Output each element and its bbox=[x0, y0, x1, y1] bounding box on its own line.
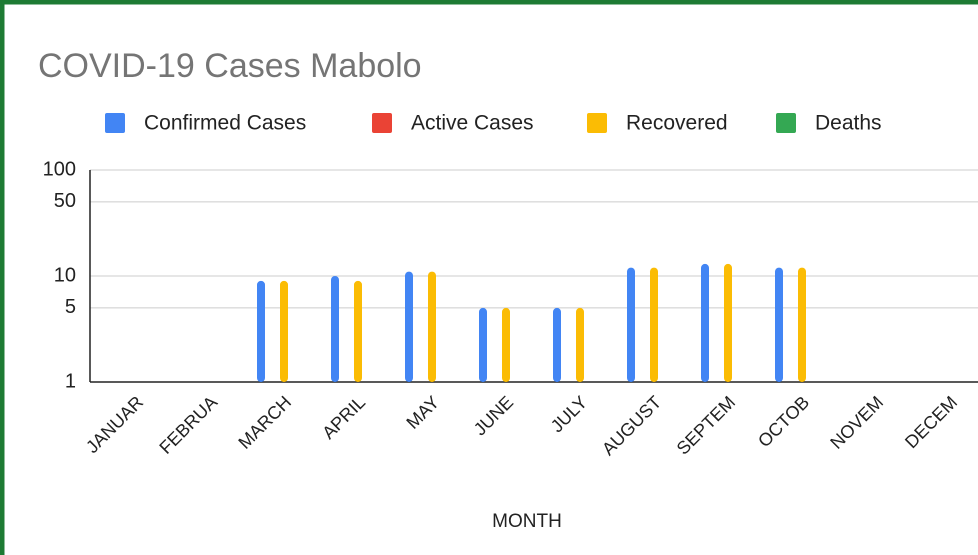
x-tick-label: AUGUST bbox=[598, 392, 665, 459]
bar bbox=[576, 307, 584, 382]
y-tick-label: 10 bbox=[54, 264, 76, 286]
y-tick-label: 1 bbox=[65, 370, 76, 392]
bar bbox=[502, 307, 510, 382]
x-tick-label: NOVEM bbox=[826, 392, 887, 453]
bar bbox=[627, 267, 635, 382]
bar bbox=[331, 276, 339, 382]
x-tick-label: FEBRUA bbox=[155, 392, 221, 458]
bar bbox=[428, 271, 436, 382]
bar bbox=[798, 267, 806, 382]
bar bbox=[775, 267, 783, 382]
legend-label: Recovered bbox=[626, 112, 728, 135]
x-tick-label: JULY bbox=[547, 392, 591, 436]
bar bbox=[257, 280, 265, 382]
bar bbox=[479, 307, 487, 382]
bar bbox=[650, 267, 658, 382]
chart-title: COVID-19 Cases Mabolo bbox=[38, 47, 422, 85]
y-tick-label: 100 bbox=[43, 158, 76, 180]
x-tick-label: OCTOB bbox=[754, 392, 813, 451]
bar bbox=[724, 263, 732, 382]
bar bbox=[553, 307, 561, 382]
x-tick-label: SEPTEM bbox=[673, 392, 739, 458]
legend-label: Confirmed Cases bbox=[144, 112, 306, 135]
y-tick-label: 5 bbox=[65, 296, 76, 318]
x-tick-label: MARCH bbox=[234, 392, 295, 453]
bar bbox=[280, 280, 288, 382]
legend-label: Deaths bbox=[815, 112, 882, 135]
legend-swatch bbox=[587, 113, 607, 133]
legend-swatch bbox=[372, 113, 392, 133]
x-axis-label: MONTH bbox=[492, 511, 562, 532]
bar bbox=[405, 271, 413, 382]
bar bbox=[701, 263, 709, 382]
x-tick-label: JANUAR bbox=[82, 392, 147, 457]
bar bbox=[354, 280, 362, 382]
x-tick-label: DECEM bbox=[901, 392, 961, 452]
x-tick-label: JUNE bbox=[470, 392, 517, 439]
legend-swatch bbox=[776, 113, 796, 133]
legend-swatch bbox=[105, 113, 125, 133]
y-tick-label: 50 bbox=[54, 190, 76, 212]
x-tick-label: APRIL bbox=[318, 392, 369, 443]
legend-label: Active Cases bbox=[411, 112, 534, 135]
x-tick-label: MAY bbox=[402, 392, 443, 433]
